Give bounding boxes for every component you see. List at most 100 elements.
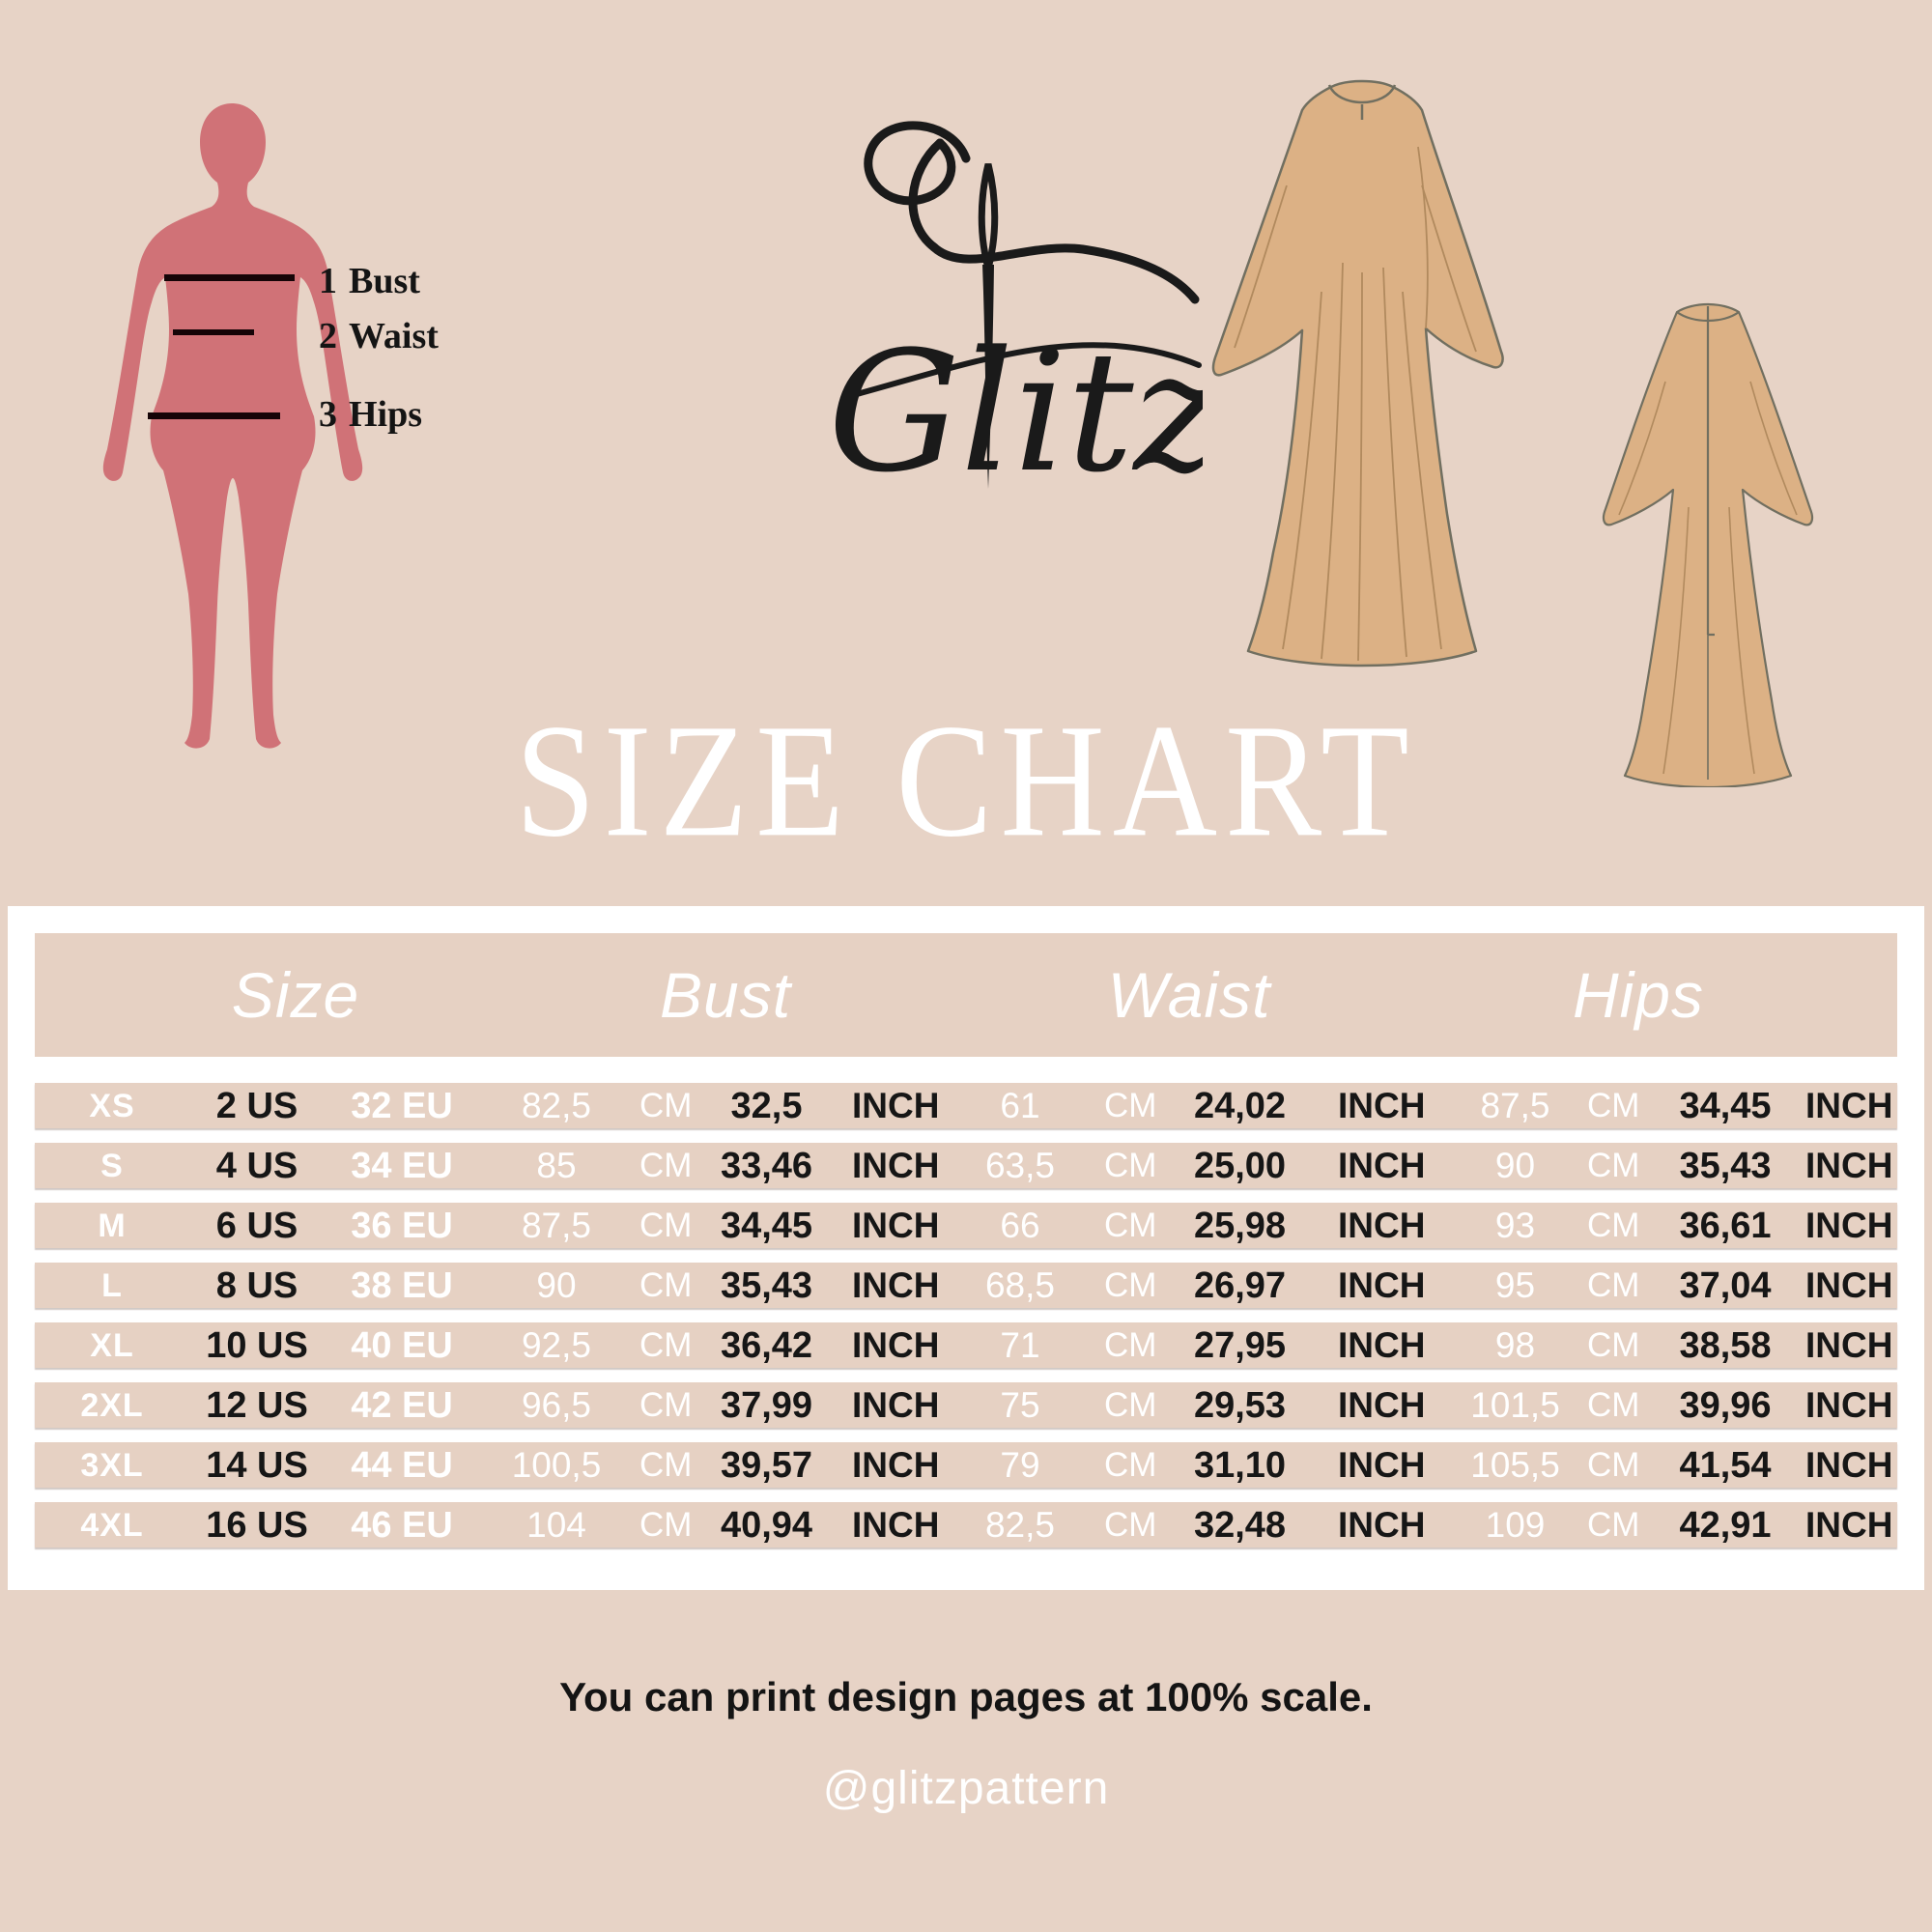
waist-label: 2 Waist <box>319 318 439 355</box>
hips-inch-value: 35,43 <box>1679 1145 1772 1186</box>
bust-cm-value: 85 <box>536 1146 577 1185</box>
hips-cm-value: 87,5 <box>1480 1086 1550 1125</box>
header-size: Size <box>231 959 360 1031</box>
inch-unit-label: INCH <box>1805 1206 1893 1245</box>
dress-front-fold-line <box>1402 291 1442 650</box>
size-cell: 3XL <box>80 1446 144 1484</box>
waist-cm-value: 63,5 <box>984 1146 1055 1185</box>
eu-size-cell: 32 EU <box>351 1085 453 1126</box>
dress-front-neckline <box>1327 84 1397 104</box>
inch-unit-label: INCH <box>852 1206 940 1245</box>
size-cell: 4XL <box>80 1506 144 1544</box>
hips-cm-value: 98 <box>1494 1325 1536 1365</box>
cm-unit-label: CM <box>1587 1446 1640 1484</box>
size-cell: XS <box>89 1087 135 1124</box>
hips-inch-value: 38,58 <box>1679 1324 1772 1366</box>
waist-inch-value: 25,98 <box>1193 1205 1287 1246</box>
bust-cm-value: 100,5 <box>511 1445 602 1485</box>
size-cell: 2XL <box>80 1386 144 1424</box>
table-row: 4XL 16 US 46 EU 104 CM 40,94 INCH 82,5 C… <box>35 1502 1897 1548</box>
waist-inch-value: 25,00 <box>1193 1145 1287 1186</box>
waist-cm-value: 79 <box>1000 1445 1040 1485</box>
inch-unit-label: INCH <box>1805 1325 1893 1365</box>
thread-loop-icon <box>864 121 971 206</box>
table-row: M 6 US 36 EU 87,5 CM 34,45 INCH 66 CM 25… <box>35 1203 1897 1248</box>
eu-size-cell: 36 EU <box>351 1205 453 1246</box>
inch-unit-label: INCH <box>1338 1505 1426 1545</box>
waist-cm-value: 68,5 <box>984 1265 1055 1305</box>
cm-unit-label: CM <box>639 1266 693 1304</box>
dress-front-fold-line <box>1382 267 1407 658</box>
inch-unit-label: INCH <box>852 1086 940 1125</box>
needle-eye-icon <box>978 163 999 282</box>
eu-size-cell: 40 EU <box>351 1324 453 1366</box>
size-cell: L <box>101 1266 123 1304</box>
cm-unit-label: CM <box>639 1326 693 1364</box>
bust-label-number: 1 <box>319 261 337 301</box>
cm-unit-label: CM <box>1104 1386 1157 1424</box>
cm-unit-label: CM <box>1104 1326 1157 1364</box>
cm-unit-label: CM <box>1587 1087 1640 1124</box>
bust-label: 1 Bust <box>319 263 420 299</box>
us-size-cell: 2 US <box>215 1085 298 1126</box>
eu-size-cell: 34 EU <box>351 1145 453 1186</box>
size-cell: XL <box>90 1326 134 1364</box>
dress-back-illustration <box>1602 302 1814 787</box>
bust-inch-value: 37,99 <box>720 1384 813 1426</box>
header-hips: Hips <box>1572 959 1705 1031</box>
inch-unit-label: INCH <box>852 1325 940 1365</box>
hips-inch-value: 34,45 <box>1679 1085 1772 1126</box>
inch-unit-label: INCH <box>852 1505 940 1545</box>
bust-cm-value: 87,5 <box>521 1206 591 1245</box>
thread-sweep-icon <box>929 242 1200 304</box>
eu-size-cell: 44 EU <box>351 1444 453 1486</box>
hips-cm-value: 105,5 <box>1470 1445 1560 1485</box>
size-table-rows: XS 2 US 32 EU 82,5 CM 32,5 INCH 61 CM 24… <box>35 1083 1897 1562</box>
cm-unit-label: CM <box>1587 1326 1640 1364</box>
dress-front-fold-line <box>1357 271 1363 662</box>
dress-front-illustration <box>1211 79 1504 668</box>
bust-cm-value: 82,5 <box>521 1086 591 1125</box>
dress-back-fold-line <box>1728 506 1755 775</box>
hips-measure-line <box>148 412 280 419</box>
inch-unit-label: INCH <box>1338 1445 1426 1485</box>
header-bust: Bust <box>659 959 792 1031</box>
header-waist: Waist <box>1107 959 1271 1031</box>
bust-cm-value: 104 <box>526 1505 586 1545</box>
hips-label: 3 Hips <box>319 396 422 433</box>
inch-unit-label: INCH <box>1338 1385 1426 1425</box>
bust-inch-value: 34,45 <box>720 1205 813 1246</box>
us-size-cell: 14 US <box>206 1444 308 1486</box>
hips-cm-value: 90 <box>1494 1146 1536 1185</box>
dress-front-body <box>1211 79 1504 668</box>
hips-inch-value: 36,61 <box>1679 1205 1772 1246</box>
bust-inch-value: 32,5 <box>730 1085 803 1126</box>
cm-unit-label: CM <box>1104 1506 1157 1544</box>
waist-label-number: 2 <box>319 316 337 356</box>
waist-inch-value: 32,48 <box>1193 1504 1287 1546</box>
cm-unit-label: CM <box>1587 1147 1640 1184</box>
waist-label-text: Waist <box>349 316 439 356</box>
dress-front-sleeve-fold <box>1417 146 1429 329</box>
us-size-cell: 16 US <box>206 1504 308 1546</box>
dress-back-zipper-seam <box>1706 306 1715 637</box>
cm-unit-label: CM <box>1104 1087 1157 1124</box>
dress-front-sleeve-fold <box>1421 185 1477 353</box>
size-table: Size Bust Waist Hips XS 2 US 32 EU 82,5 … <box>8 906 1924 1590</box>
bust-label-text: Bust <box>349 261 420 301</box>
inch-unit-label: INCH <box>852 1445 940 1485</box>
needle-shaft-icon <box>982 265 994 489</box>
waist-inch-value: 24,02 <box>1193 1085 1287 1126</box>
table-row: 3XL 14 US 44 EU 100,5 CM 39,57 INCH 79 C… <box>35 1442 1897 1488</box>
inch-unit-label: INCH <box>1805 1146 1893 1185</box>
cm-unit-label: CM <box>1104 1147 1157 1184</box>
thread-tail-icon <box>908 138 945 252</box>
cm-unit-label: CM <box>639 1446 693 1484</box>
table-row: XL 10 US 40 EU 92,5 CM 36,42 INCH 71 CM … <box>35 1322 1897 1368</box>
hips-inch-value: 37,04 <box>1679 1264 1772 1306</box>
cm-unit-label: CM <box>639 1506 693 1544</box>
waist-inch-value: 31,10 <box>1193 1444 1287 1486</box>
body-measurement-figure <box>102 103 363 749</box>
table-row: L 8 US 38 EU 90 CM 35,43 INCH 68,5 CM 26… <box>35 1263 1897 1308</box>
